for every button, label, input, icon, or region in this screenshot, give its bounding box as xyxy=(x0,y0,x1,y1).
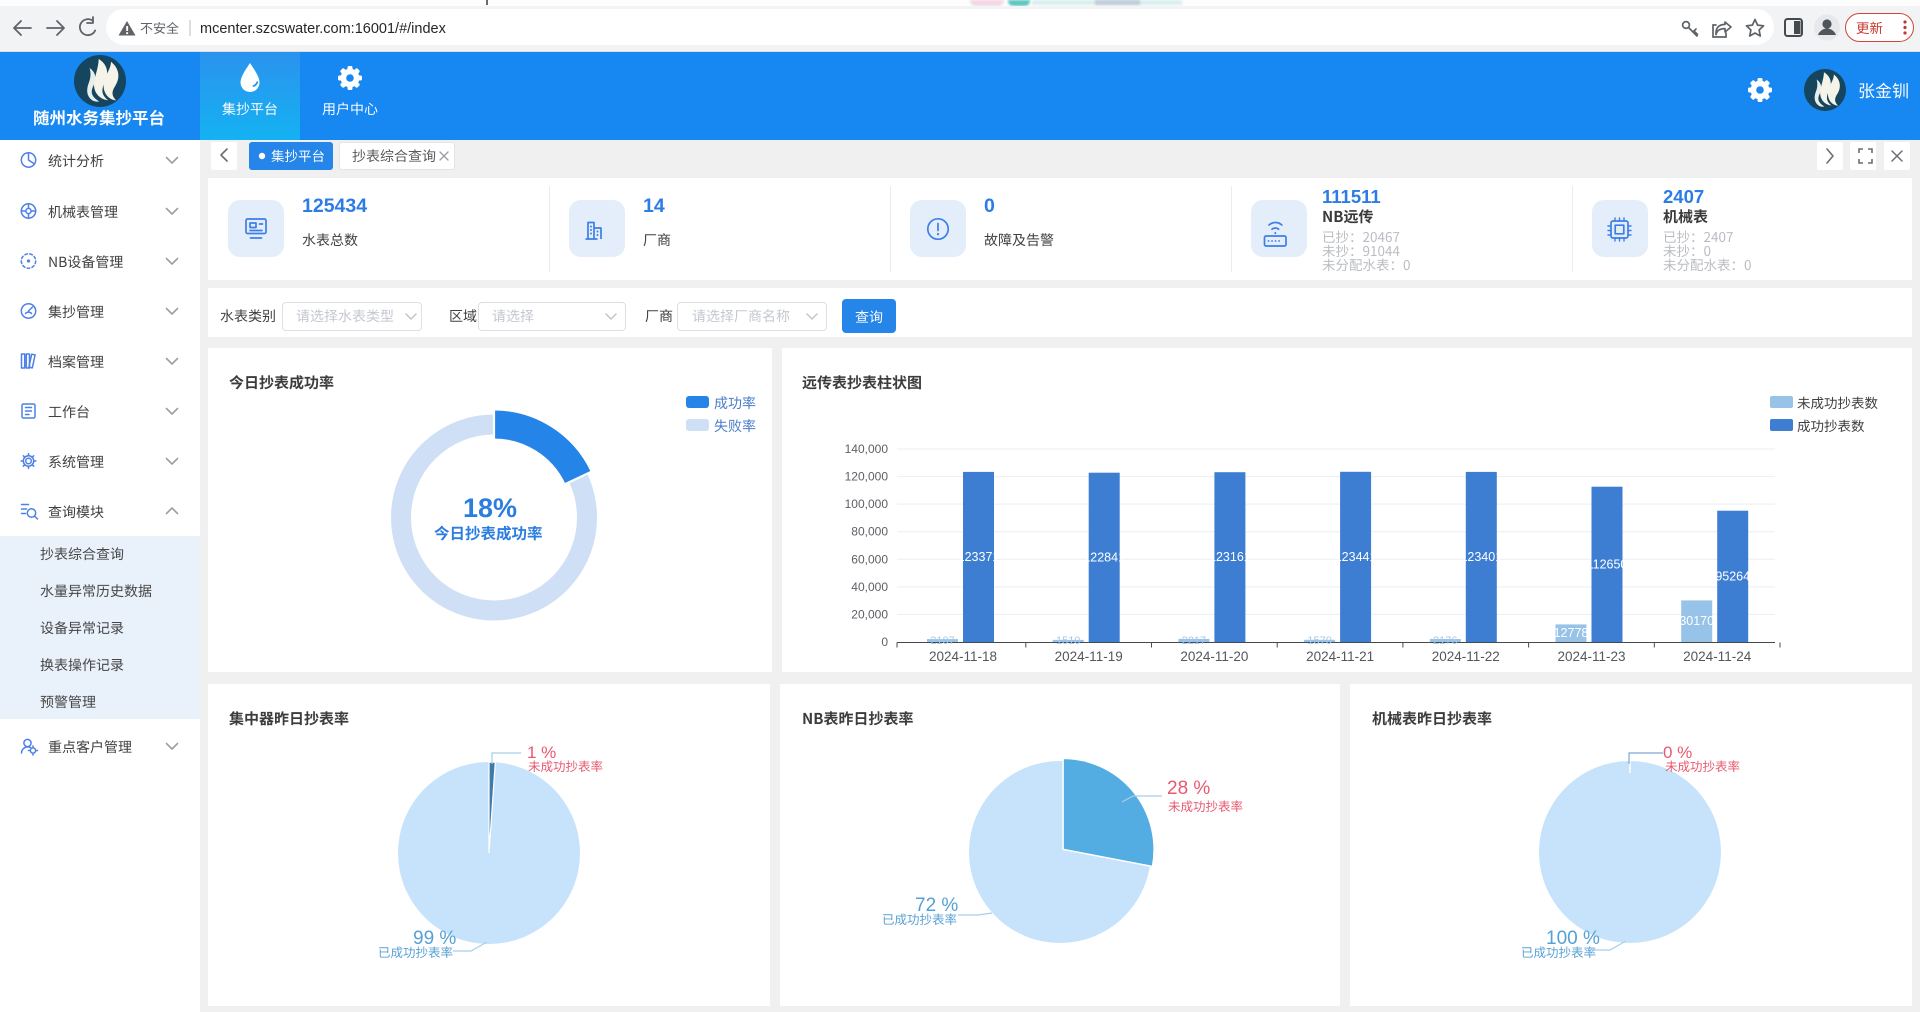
svg-text:2024-11-21: 2024-11-21 xyxy=(1306,649,1374,664)
svg-text:14: 14 xyxy=(643,195,665,217)
svg-text:123441: 123441 xyxy=(1335,550,1377,564)
svg-text:18%: 18% xyxy=(463,493,517,523)
svg-text:30170: 30170 xyxy=(1679,614,1714,628)
svg-text:112650: 112650 xyxy=(1587,557,1628,571)
svg-text:0: 0 xyxy=(984,195,995,217)
svg-text:2217: 2217 xyxy=(1182,635,1206,647)
svg-text:2024-11-24: 2024-11-24 xyxy=(1683,649,1752,664)
svg-text:100,000: 100,000 xyxy=(845,497,889,511)
svg-text:72 %: 72 % xyxy=(915,895,958,916)
svg-text:20,000: 20,000 xyxy=(851,607,888,621)
svg-text:123161: 123161 xyxy=(1209,550,1251,564)
svg-text:99 %: 99 % xyxy=(413,928,456,949)
svg-text:123401: 123401 xyxy=(1460,550,1502,564)
svg-text:12778: 12778 xyxy=(1554,626,1589,640)
svg-text:0 %: 0 % xyxy=(1663,743,1692,762)
svg-text:80,000: 80,000 xyxy=(851,525,888,539)
svg-text:1510: 1510 xyxy=(1056,635,1080,647)
svg-text:95264: 95264 xyxy=(1715,569,1750,583)
svg-text:125434: 125434 xyxy=(302,195,367,217)
svg-text:2176: 2176 xyxy=(1433,635,1457,647)
svg-text:2024-11-20: 2024-11-20 xyxy=(1180,649,1248,664)
svg-text:1570: 1570 xyxy=(1307,635,1331,647)
svg-text:122841: 122841 xyxy=(1083,550,1125,564)
svg-text:140,000: 140,000 xyxy=(845,442,889,456)
svg-text:mcenter.szcswater.com:16001/#/: mcenter.szcswater.com:16001/#/index xyxy=(200,21,447,37)
svg-text:0: 0 xyxy=(881,635,888,649)
svg-text:60,000: 60,000 xyxy=(851,552,888,566)
svg-text:2024-11-22: 2024-11-22 xyxy=(1432,649,1500,664)
svg-text:2107: 2107 xyxy=(930,635,954,647)
svg-text:111511: 111511 xyxy=(1322,186,1381,207)
svg-text:123371: 123371 xyxy=(958,550,1000,564)
svg-text:120,000: 120,000 xyxy=(845,470,889,484)
svg-text:2407: 2407 xyxy=(1663,186,1704,207)
svg-text:2024-11-18: 2024-11-18 xyxy=(929,649,997,664)
svg-text:100 %: 100 % xyxy=(1546,928,1600,949)
svg-text:2024-11-23: 2024-11-23 xyxy=(1557,649,1625,664)
svg-text:2024-11-19: 2024-11-19 xyxy=(1055,649,1123,664)
svg-text:1 %: 1 % xyxy=(527,743,556,762)
svg-text:28 %: 28 % xyxy=(1167,778,1210,799)
svg-text:40,000: 40,000 xyxy=(851,580,888,594)
